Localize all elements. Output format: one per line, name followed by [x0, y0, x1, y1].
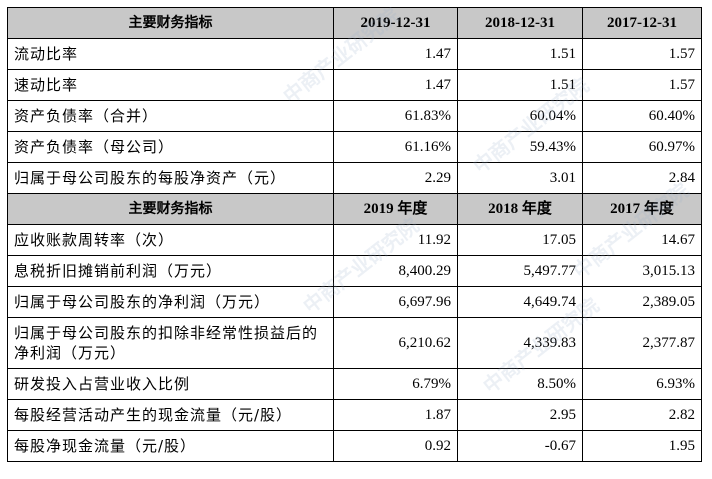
row-value: 1.51: [457, 69, 583, 101]
row-value: 4,339.83: [457, 317, 583, 369]
row-value: 59.43%: [457, 131, 583, 163]
row-label: 资产负债率（母公司）: [7, 131, 334, 163]
table-row: 资产负债率（合并） 61.83% 60.04% 60.40%: [7, 100, 702, 132]
row-value: 6.79%: [333, 368, 458, 400]
row-value: 61.16%: [333, 131, 458, 163]
row-value: 6,697.96: [333, 286, 458, 318]
row-label: 每股净现金流量（元/股）: [7, 430, 334, 462]
row-value: 4,649.74: [457, 286, 583, 318]
table-row: 应收账款周转率（次） 11.92 17.05 14.67: [7, 224, 702, 256]
row-label: 归属于母公司股东的每股净资产（元）: [7, 162, 334, 194]
header-cell-year: 2018-12-31: [457, 7, 583, 39]
table-row: 归属于母公司股东的扣除非经常性损益后的净利润（万元） 6,210.62 4,33…: [7, 317, 702, 369]
header-cell-year: 2017 年度: [582, 193, 702, 225]
table-header-row: 主要财务指标 2019-12-31 2018-12-31 2017-12-31: [7, 7, 702, 39]
row-value: 60.04%: [457, 100, 583, 132]
table-row: 归属于母公司股东的每股净资产（元） 2.29 3.01 2.84: [7, 162, 702, 194]
row-label: 资产负债率（合并）: [7, 100, 334, 132]
row-label: 归属于母公司股东的扣除非经常性损益后的净利润（万元）: [7, 317, 334, 369]
row-value: 3.01: [457, 162, 583, 194]
row-value: 1.95: [582, 430, 702, 462]
row-value: 1.47: [333, 38, 458, 70]
row-value: 8.50%: [457, 368, 583, 400]
table-row: 归属于母公司股东的净利润（万元） 6,697.96 4,649.74 2,389…: [7, 286, 702, 318]
table-row: 每股净现金流量（元/股） 0.92 -0.67 1.95: [7, 430, 702, 462]
row-value: 6,210.62: [333, 317, 458, 369]
row-value: -0.67: [457, 430, 583, 462]
header-cell-label: 主要财务指标: [7, 193, 334, 225]
row-value: 2,377.87: [582, 317, 702, 369]
row-value: 6.93%: [582, 368, 702, 400]
row-value: 1.87: [333, 399, 458, 431]
row-value: 1.47: [333, 69, 458, 101]
table-row: 每股经营活动产生的现金流量（元/股） 1.87 2.95 2.82: [7, 399, 702, 431]
table-row: 流动比率 1.47 1.51 1.57: [7, 38, 702, 70]
header-cell-year: 2018 年度: [457, 193, 583, 225]
row-value: 17.05: [457, 224, 583, 256]
row-value: 8,400.29: [333, 255, 458, 287]
row-label: 每股经营活动产生的现金流量（元/股）: [7, 399, 334, 431]
row-value: 1.51: [457, 38, 583, 70]
row-label: 归属于母公司股东的净利润（万元）: [7, 286, 334, 318]
table-row: 速动比率 1.47 1.51 1.57: [7, 69, 702, 101]
row-value: 2.82: [582, 399, 702, 431]
row-value: 14.67: [582, 224, 702, 256]
row-value: 2.95: [457, 399, 583, 431]
row-value: 11.92: [333, 224, 458, 256]
row-value: 1.57: [582, 38, 702, 70]
row-value: 2,389.05: [582, 286, 702, 318]
row-value: 61.83%: [333, 100, 458, 132]
table-row: 研发投入占营业收入比例 6.79% 8.50% 6.93%: [7, 368, 702, 400]
financial-table-container: 主要财务指标 2019-12-31 2018-12-31 2017-12-31 …: [7, 7, 702, 462]
row-label: 流动比率: [7, 38, 334, 70]
row-value: 5,497.77: [457, 255, 583, 287]
row-label: 息税折旧摊销前利润（万元）: [7, 255, 334, 287]
row-value: 2.29: [333, 162, 458, 194]
table-header-row: 主要财务指标 2019 年度 2018 年度 2017 年度: [7, 193, 702, 225]
row-label: 研发投入占营业收入比例: [7, 368, 334, 400]
row-label: 速动比率: [7, 69, 334, 101]
row-value: 0.92: [333, 430, 458, 462]
row-value: 3,015.13: [582, 255, 702, 287]
header-cell-year: 2017-12-31: [582, 7, 702, 39]
table-row: 息税折旧摊销前利润（万元） 8,400.29 5,497.77 3,015.13: [7, 255, 702, 287]
row-label: 应收账款周转率（次）: [7, 224, 334, 256]
financial-indicators-table: 主要财务指标 2019-12-31 2018-12-31 2017-12-31 …: [7, 7, 702, 462]
row-value: 60.40%: [582, 100, 702, 132]
row-value: 1.57: [582, 69, 702, 101]
header-cell-label: 主要财务指标: [7, 7, 334, 39]
table-row: 资产负债率（母公司） 61.16% 59.43% 60.97%: [7, 131, 702, 163]
row-value: 60.97%: [582, 131, 702, 163]
row-value: 2.84: [582, 162, 702, 194]
header-cell-year: 2019 年度: [333, 193, 458, 225]
header-cell-year: 2019-12-31: [333, 7, 458, 39]
